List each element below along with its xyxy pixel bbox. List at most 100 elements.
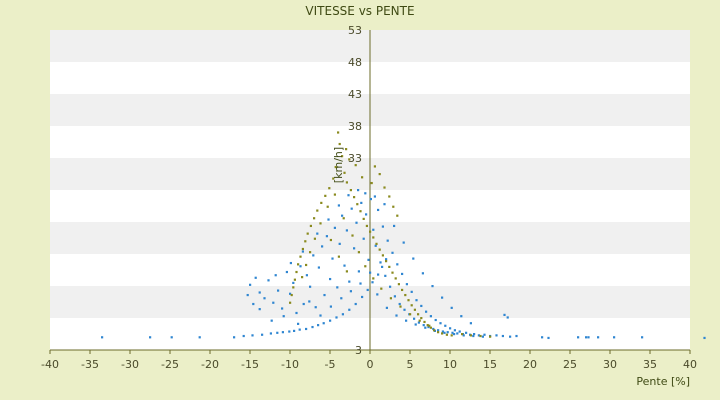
data-point-blue [393,295,396,298]
data-point-blue [441,296,444,299]
data-point-blue [597,336,600,339]
data-point-olive [297,263,300,266]
data-point-blue [359,282,362,285]
data-point-blue [414,323,417,326]
data-point-blue [337,204,340,207]
x-tick-label: 30 [603,358,617,371]
data-point-olive [306,232,309,235]
x-tick-label: -20 [201,358,219,371]
data-point-blue [412,257,415,260]
data-point-blue [350,207,353,210]
data-point-olive [383,186,386,189]
data-point-blue [298,328,301,331]
data-point-blue [495,334,498,337]
data-point-blue [501,334,504,338]
y-tick-label: 48 [348,56,362,69]
data-point-blue [402,241,405,244]
data-point-blue [383,203,386,206]
data-point-blue [319,314,322,317]
data-point-blue [429,315,432,318]
data-point-blue [446,331,449,334]
data-point-blue [254,276,257,279]
data-point-olive [365,224,368,228]
data-point-blue [398,302,401,306]
data-point-olive [348,158,351,161]
data-point-olive [333,193,336,196]
data-point-blue [381,225,384,228]
data-point-blue [295,311,298,315]
data-point-blue [292,281,295,284]
data-point-olive [409,313,412,316]
data-point-blue [340,297,343,300]
data-point-blue [269,332,272,335]
data-point-olive [289,301,292,304]
data-point-blue [252,302,255,306]
data-point-blue [641,336,644,339]
data-point-blue [348,308,351,311]
data-point-blue [251,334,254,337]
data-point-blue [349,290,352,293]
data-point-olive [313,217,316,220]
data-point-olive [309,224,312,228]
data-point-olive [413,308,416,311]
data-point-blue [462,334,465,337]
data-point-blue [149,336,152,339]
data-point-blue [421,272,424,275]
data-point-olive [313,237,316,240]
data-point-olive [354,164,357,167]
x-tick-label: -10 [281,358,299,371]
data-point-olive [479,334,482,338]
data-point-olive [357,251,360,254]
data-point-blue [314,306,317,309]
data-point-blue [360,201,363,204]
data-point-blue [331,257,334,260]
data-point-blue [289,292,292,295]
y-axis-title: [km/h] [332,147,345,183]
data-point-olive [461,333,464,336]
data-point-olive [423,320,426,324]
data-point-olive [404,293,407,297]
data-point-blue [395,314,398,317]
data-point-olive [397,283,400,286]
data-point-olive [380,287,383,290]
data-point-blue [274,274,277,277]
data-point-blue [276,331,279,334]
data-point-blue [483,333,486,336]
data-point-olive [372,236,375,239]
x-tick-label: 15 [483,358,497,371]
data-point-blue [277,289,280,292]
data-point-blue [362,237,365,240]
data-point-blue [444,324,447,327]
data-point-blue [391,251,394,254]
data-point-blue [312,254,315,257]
data-point-olive [388,265,391,268]
data-point-blue [329,277,332,281]
data-point-blue [385,258,388,261]
data-point-blue [357,270,360,273]
data-point-blue [405,319,408,322]
data-point-blue [282,315,285,318]
data-point-olive [378,248,381,251]
data-point-olive [337,131,340,134]
data-point-olive [334,165,337,169]
data-point-olive [369,230,372,233]
x-tick-label: 25 [563,358,577,371]
data-point-blue [267,279,270,282]
data-point-blue [361,295,364,299]
y-tick-label: 43 [348,88,362,101]
data-point-blue [427,325,430,329]
data-point-blue [317,324,320,327]
data-point-blue [354,302,357,306]
data-point-olive [401,288,404,292]
x-axis-title: Pente [%] [636,375,690,388]
data-point-olive [301,276,304,279]
data-point-blue [587,336,590,339]
data-point-olive [391,271,394,274]
data-point-blue [509,335,512,338]
data-point-blue [481,335,484,338]
data-point-olive [372,277,375,280]
data-point-blue [301,250,304,253]
data-point-olive [426,324,429,327]
data-point-blue [272,301,275,304]
x-tick-label: -30 [121,358,139,371]
